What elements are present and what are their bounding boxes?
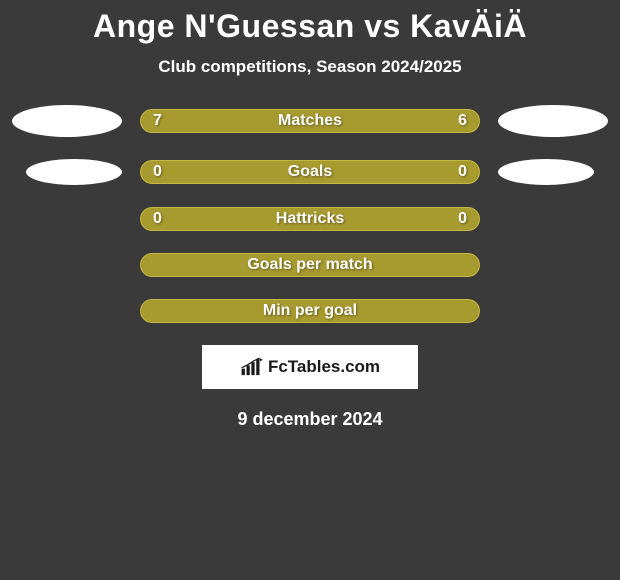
stat-value-right: 6	[458, 112, 467, 130]
stat-bar-goals: 0 Goals 0	[140, 160, 480, 184]
stat-row-goals-per-match: Goals per match	[0, 253, 620, 277]
stat-label: Goals	[288, 163, 332, 181]
stat-bar-min-per-goal: Min per goal	[140, 299, 480, 323]
stat-value-left: 0	[153, 210, 162, 228]
stat-label: Matches	[278, 112, 342, 130]
stat-value-left: 0	[153, 163, 162, 181]
date-label: 9 december 2024	[0, 409, 620, 430]
player2-name: KavÄiÄ	[410, 8, 527, 44]
stat-label: Goals per match	[247, 256, 372, 274]
player1-name: Ange N'Guessan	[93, 8, 355, 44]
team-badge-right	[498, 105, 608, 137]
stat-label: Min per goal	[263, 302, 357, 320]
vs-separator: vs	[364, 8, 401, 44]
stat-bar-goals-per-match: Goals per match	[140, 253, 480, 277]
comparison-card: Ange N'Guessan vs KavÄiÄ Club competitio…	[0, 0, 620, 430]
stat-row-goals: 0 Goals 0	[0, 159, 620, 185]
stat-row-hattricks: 0 Hattricks 0	[0, 207, 620, 231]
stat-bar-matches: 7 Matches 6	[140, 109, 480, 133]
stat-row-matches: 7 Matches 6	[0, 105, 620, 137]
team-badge-left	[26, 159, 122, 185]
chart-icon	[240, 356, 266, 378]
site-logo: FcTables.com	[202, 345, 418, 389]
team-badge-right	[498, 159, 594, 185]
stat-bar-hattricks: 0 Hattricks 0	[140, 207, 480, 231]
team-badge-left	[12, 105, 122, 137]
page-title: Ange N'Guessan vs KavÄiÄ	[0, 8, 620, 45]
stat-value-left: 7	[153, 112, 162, 130]
stat-row-min-per-goal: Min per goal	[0, 299, 620, 323]
stat-value-right: 0	[458, 210, 467, 228]
stat-label: Hattricks	[276, 210, 344, 228]
stat-value-right: 0	[458, 163, 467, 181]
subtitle: Club competitions, Season 2024/2025	[0, 57, 620, 77]
logo-text: FcTables.com	[268, 357, 380, 377]
